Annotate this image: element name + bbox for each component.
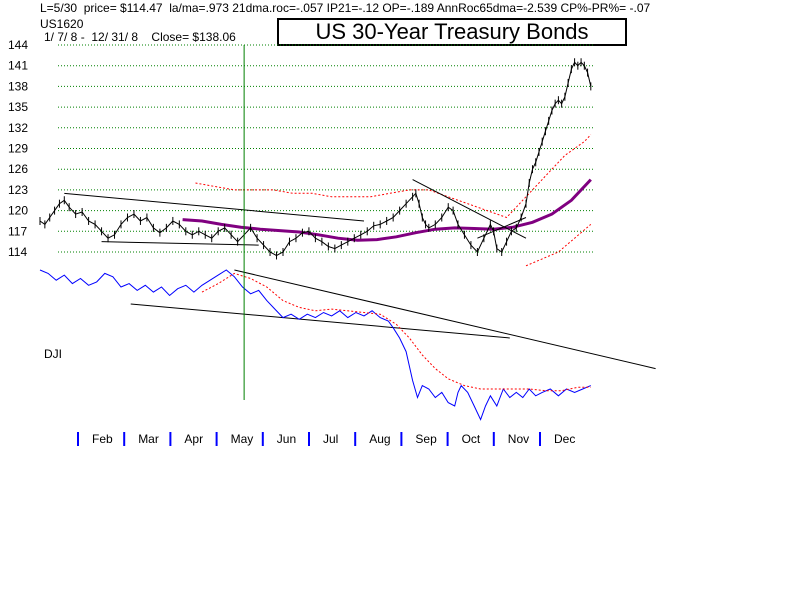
trendline: [101, 241, 259, 246]
date-range-label: 1/ 7/ 8 - 12/ 31/ 8 Close= $138.06: [44, 30, 236, 44]
symbol-label: US1620: [40, 17, 84, 31]
y-tick-label: 120: [8, 204, 28, 218]
upper-band-series: [195, 134, 592, 219]
lower-band-series: [525, 224, 592, 267]
month-label: Oct: [462, 432, 481, 446]
y-tick-label: 144: [8, 38, 28, 52]
y-tick-label: 141: [8, 59, 28, 73]
dji-series: [39, 269, 591, 421]
month-label: Jul: [323, 432, 338, 446]
y-tick-label: 117: [8, 224, 27, 238]
dji-trendline: [234, 269, 656, 370]
month-label: Aug: [369, 432, 390, 446]
y-tick-label: 138: [8, 79, 28, 93]
month-label: Dec: [554, 432, 575, 446]
dji-label: DJI: [44, 347, 62, 361]
month-label: Mar: [138, 432, 159, 446]
y-tick-label: 126: [8, 162, 28, 176]
stats-line: L=5/30 price= $114.47 la/ma=.973 21dma.r…: [40, 1, 651, 15]
month-label: Jun: [277, 432, 296, 446]
y-tick-label: 129: [8, 142, 28, 156]
month-label: May: [231, 432, 254, 446]
y-tick-label: 123: [8, 183, 28, 197]
trendline: [412, 179, 527, 239]
dji-average-series: [201, 272, 591, 392]
month-label: Feb: [92, 432, 113, 446]
month-label: Sep: [415, 432, 437, 446]
month-label: Nov: [508, 432, 529, 446]
trendline: [64, 192, 365, 222]
dji-trendline: [130, 303, 510, 339]
y-tick-label: 114: [8, 245, 27, 259]
month-label: Apr: [184, 432, 203, 446]
y-tick-label: 132: [8, 121, 28, 135]
y-tick-label: 135: [8, 100, 28, 114]
